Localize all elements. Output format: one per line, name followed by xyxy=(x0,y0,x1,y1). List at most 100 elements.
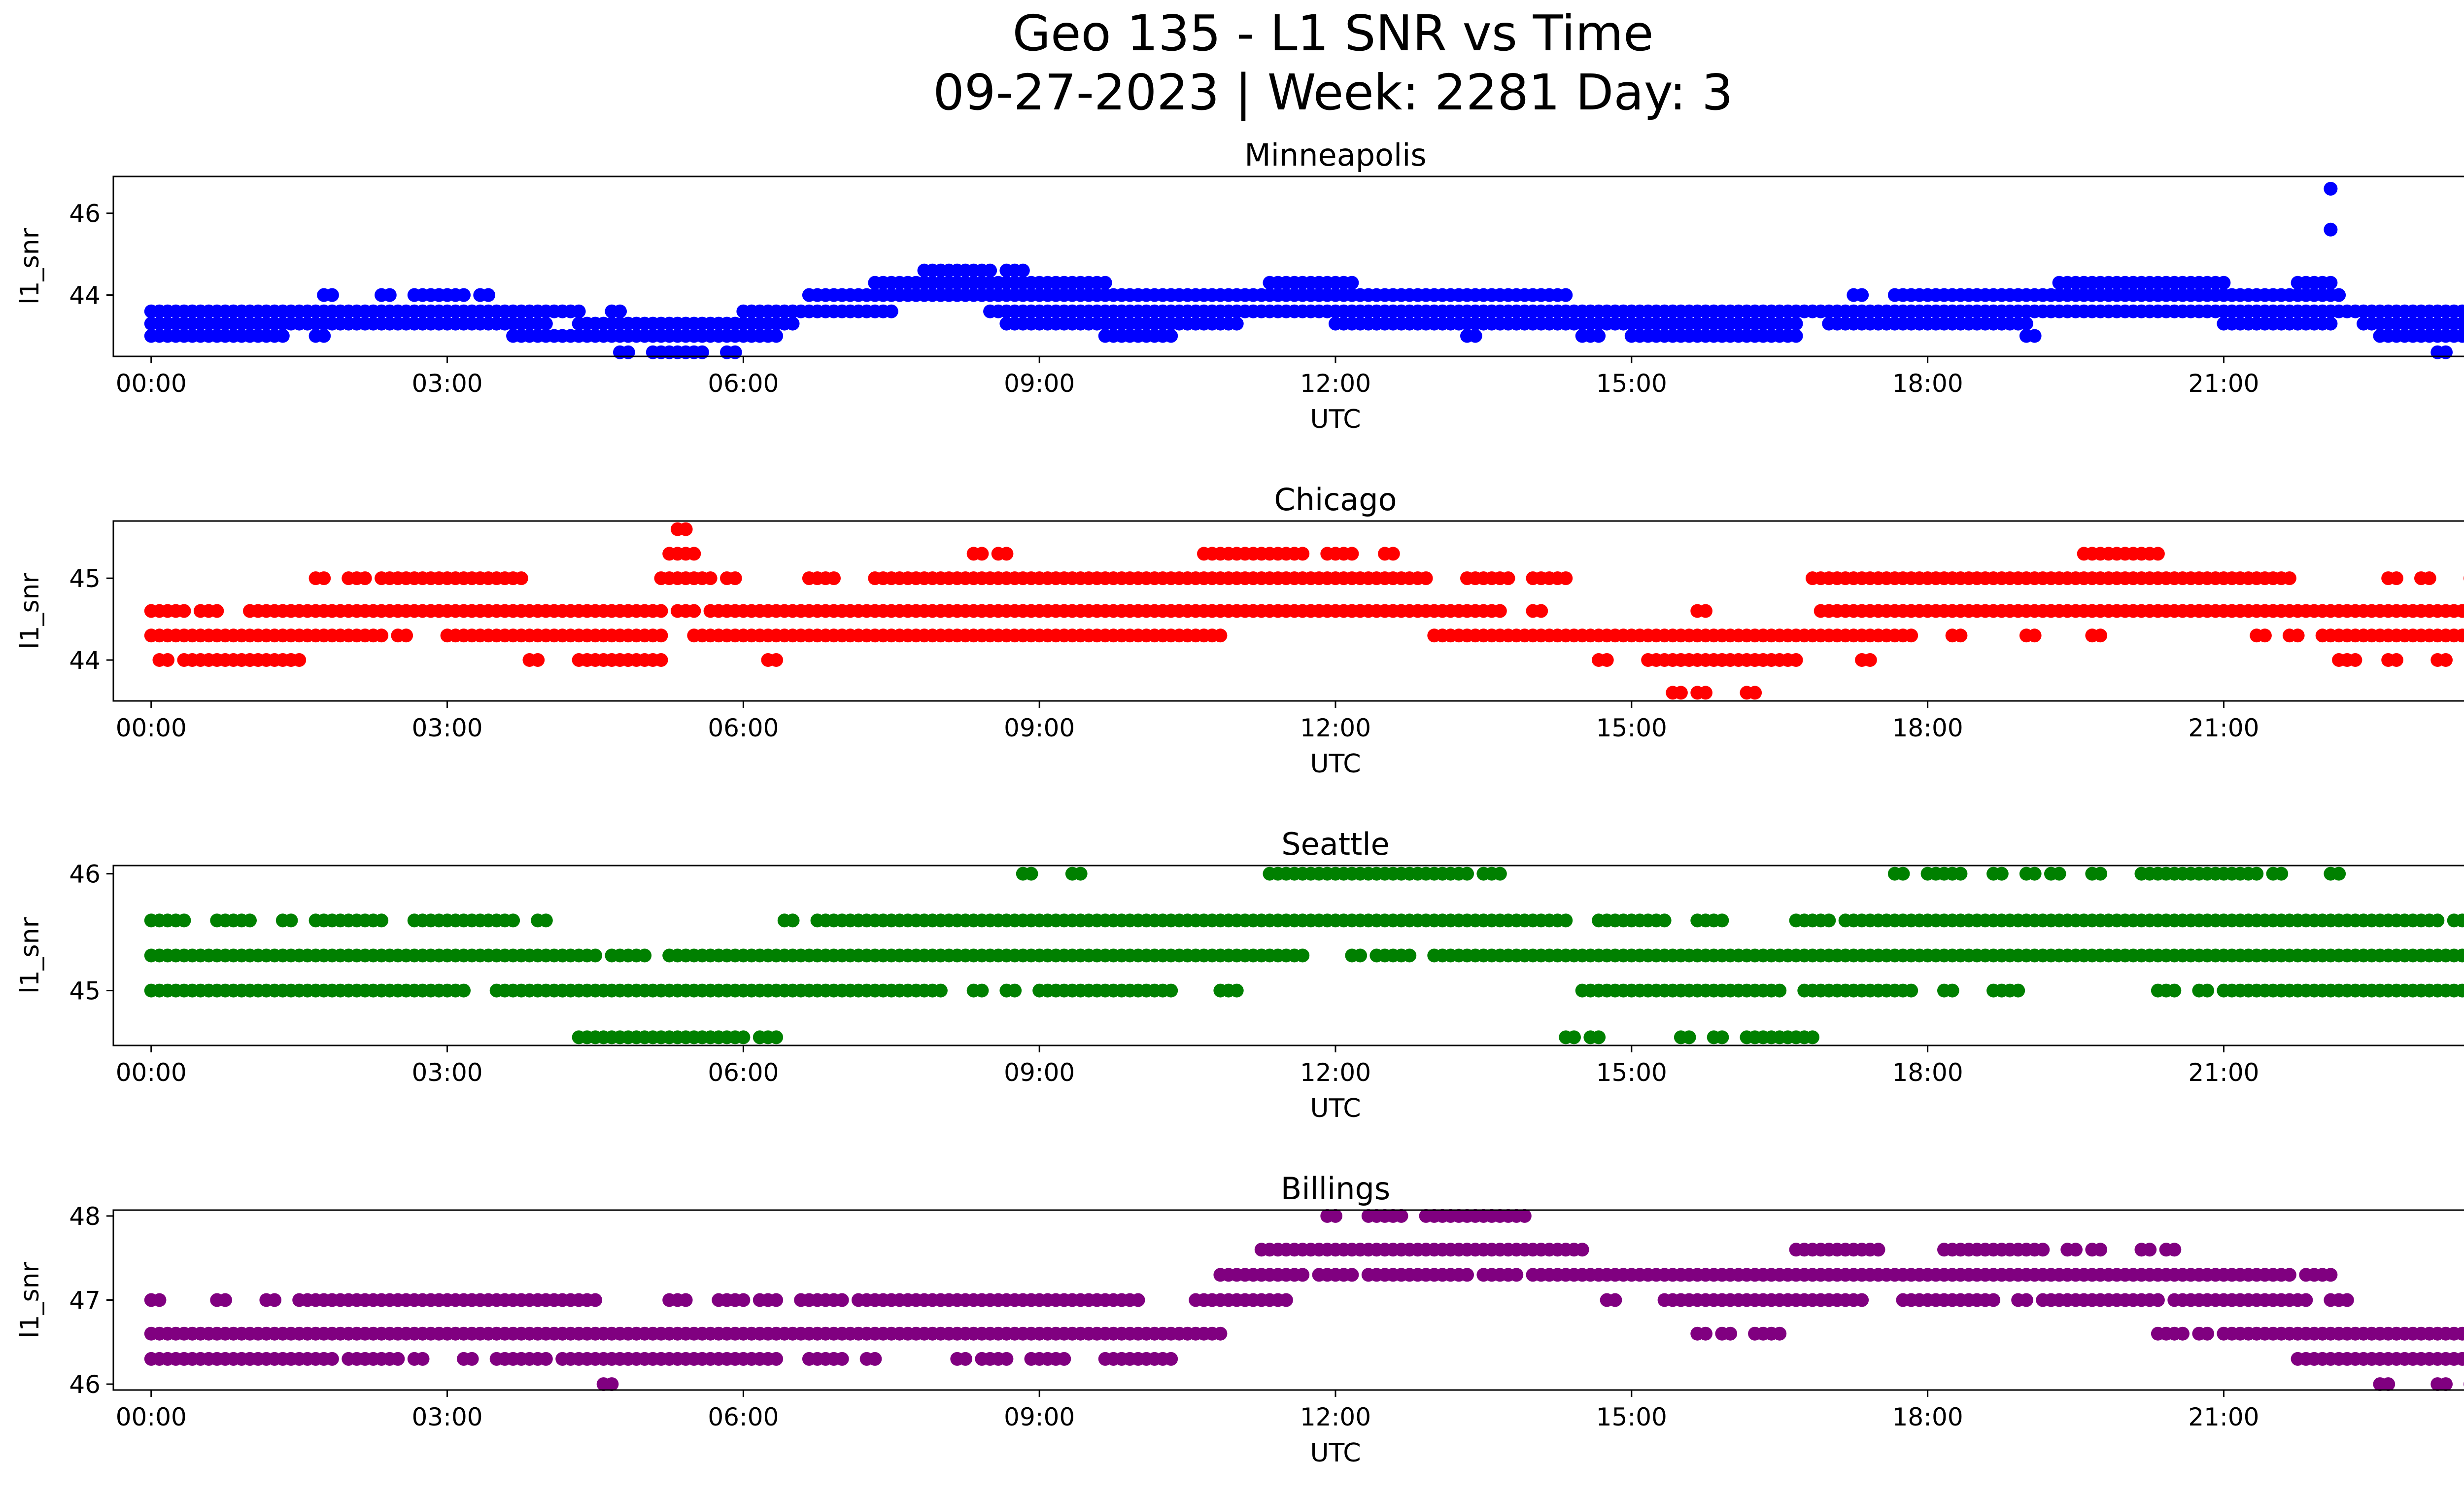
data-point xyxy=(1164,983,1178,998)
data-point xyxy=(2455,316,2464,331)
x-tick-label: 09:00 xyxy=(1004,1058,1075,1087)
data-point xyxy=(999,1352,1014,1366)
data-point xyxy=(1509,1268,1524,1282)
data-point xyxy=(415,1352,430,1366)
data-point xyxy=(268,1293,282,1307)
data-point xyxy=(1953,628,1968,643)
data-point xyxy=(2093,1243,2108,1257)
data-point xyxy=(2332,867,2346,881)
data-point xyxy=(1682,1030,1696,1044)
subplot-title: Minneapolis xyxy=(1244,137,1427,173)
data-point xyxy=(1657,913,1672,928)
data-point xyxy=(1386,547,1400,561)
data-point xyxy=(1715,1030,1729,1044)
data-point xyxy=(1699,1326,1712,1341)
data-point xyxy=(687,547,701,561)
data-point xyxy=(1468,329,1482,343)
subplot-minneapolis: Minneapolis 00:00 03:00 06:00 09:00 12:00 15:0… xyxy=(15,137,2464,434)
data-point xyxy=(1699,604,1712,618)
data-point xyxy=(703,571,718,586)
data-point xyxy=(2167,983,2182,998)
subplot-title: Seattle xyxy=(1281,826,1389,862)
data-point xyxy=(769,1030,784,1044)
data-point xyxy=(1296,1268,1310,1282)
data-point xyxy=(1773,1326,1787,1341)
data-point xyxy=(999,547,1014,561)
y-tick-label: 45 xyxy=(69,977,101,1006)
data-point xyxy=(679,1293,693,1307)
data-point xyxy=(2455,913,2464,928)
data-point xyxy=(2282,1268,2296,1282)
x-tick-label: 03:00 xyxy=(412,1058,483,1087)
x-tick-label: 21:00 xyxy=(2188,1058,2259,1087)
data-point xyxy=(769,1352,784,1366)
data-point xyxy=(292,653,307,667)
data-point xyxy=(1403,948,1417,963)
data-point xyxy=(161,653,175,667)
data-point xyxy=(2430,913,2445,928)
data-points xyxy=(144,867,2464,1044)
x-tick-label: 18:00 xyxy=(1892,1403,1963,1431)
x-tick-label: 00:00 xyxy=(116,1403,187,1431)
x-axis-label: UTC xyxy=(1310,1094,1361,1123)
data-point xyxy=(983,263,997,278)
data-point xyxy=(1460,1268,1474,1282)
data-point xyxy=(1789,316,1803,331)
data-point xyxy=(679,522,693,536)
data-point xyxy=(2151,547,2165,561)
x-tick-label: 06:00 xyxy=(708,1058,779,1087)
data-point xyxy=(1016,263,1030,278)
x-tick-label: 12:00 xyxy=(1300,1058,1371,1087)
x-tick-label: 09:00 xyxy=(1004,714,1075,742)
data-point xyxy=(465,1352,479,1366)
data-point xyxy=(2455,948,2464,963)
data-point xyxy=(2250,867,2264,881)
data-point xyxy=(539,913,553,928)
data-point xyxy=(506,913,520,928)
data-point xyxy=(884,304,898,318)
x-tick-label: 09:00 xyxy=(1004,369,1075,398)
data-point xyxy=(317,571,331,586)
x-tick-label: 06:00 xyxy=(708,714,779,742)
data-point xyxy=(769,329,784,343)
data-point xyxy=(358,571,372,586)
x-tick-label: 03:00 xyxy=(412,714,483,742)
data-point xyxy=(2389,571,2403,586)
data-point xyxy=(399,628,413,643)
y-axis-label: l1_snr xyxy=(15,1261,45,1338)
data-point xyxy=(2324,181,2338,196)
data-point xyxy=(2291,628,2305,643)
data-point xyxy=(1559,571,1573,586)
data-point xyxy=(325,1352,339,1366)
x-tick-label: 18:00 xyxy=(1892,714,1963,742)
data-point xyxy=(1592,1030,1606,1044)
data-point xyxy=(284,913,298,928)
y-tick-label: 48 xyxy=(69,1202,101,1231)
data-point xyxy=(2151,1293,2165,1307)
data-point xyxy=(2027,867,2042,881)
x-tick-label: 03:00 xyxy=(412,1403,483,1431)
data-point xyxy=(588,948,602,963)
y-tick-label: 46 xyxy=(69,860,101,889)
data-point xyxy=(531,653,545,667)
data-point xyxy=(177,913,191,928)
data-point xyxy=(243,913,257,928)
x-axis-label: UTC xyxy=(1310,405,1361,434)
data-point xyxy=(786,316,800,331)
data-point xyxy=(933,983,948,998)
data-point xyxy=(1164,329,1178,343)
data-point xyxy=(1517,1209,1532,1223)
data-point xyxy=(375,628,389,643)
data-point xyxy=(382,288,397,302)
data-point xyxy=(218,1293,232,1307)
data-point xyxy=(391,1352,405,1366)
x-tick-label: 18:00 xyxy=(1892,369,1963,398)
data-point xyxy=(177,604,191,618)
data-point xyxy=(736,1293,751,1307)
data-point xyxy=(2340,1293,2354,1307)
subplot-title: Billings xyxy=(1281,1171,1390,1207)
data-point xyxy=(1773,983,1787,998)
data-point xyxy=(1213,628,1228,643)
data-point xyxy=(1501,571,1515,586)
y-axis-label: l1_snr xyxy=(15,572,45,649)
